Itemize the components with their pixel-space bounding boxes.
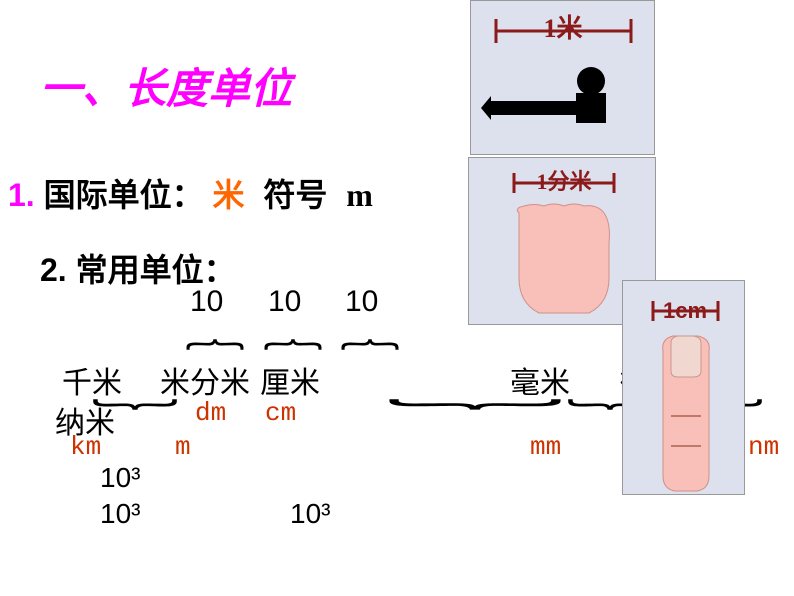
section1-line: 1. 国际单位： 米 符号 m	[8, 170, 373, 216]
unit-cn-mifenmifix: 米分米	[160, 358, 250, 402]
image-panel-meter: 1米	[470, 0, 655, 155]
section1-symbol-label: 符号	[263, 177, 327, 213]
unit-sym-cm: cm	[265, 398, 296, 428]
unit-cn-haomi: 毫米	[510, 358, 570, 402]
unit-sym-dm: dm	[195, 398, 226, 428]
meter-label: 1米	[543, 14, 582, 43]
decimeter-label: 1分米	[536, 169, 592, 194]
factor-bottom-1: 10³	[100, 498, 140, 530]
centimeter-label: 1cm	[663, 298, 707, 323]
brace-top-1: ︷	[263, 313, 323, 353]
section1-unit-name: 米	[212, 177, 244, 213]
factor-bottom-0: 10³	[100, 462, 140, 494]
factor-bottom-2: 10³	[290, 498, 330, 530]
section1-number: 1.	[8, 177, 35, 213]
brace-top-0: ︷	[185, 313, 245, 353]
unit-cn-qianmi: 千米	[62, 358, 122, 402]
brace-bottom-0: ︸	[91, 400, 179, 440]
image-panel-centimeter: 1cm	[622, 280, 745, 495]
unit-cn-limi: 厘米	[260, 358, 320, 402]
section1-prefix: 国际单位：	[44, 177, 204, 213]
section1-symbol: m	[346, 177, 373, 213]
page-title: 一、长度单位	[40, 55, 292, 116]
brace-top-2: ︷	[340, 313, 400, 353]
brace-bottom-1: ︸	[385, 400, 565, 440]
